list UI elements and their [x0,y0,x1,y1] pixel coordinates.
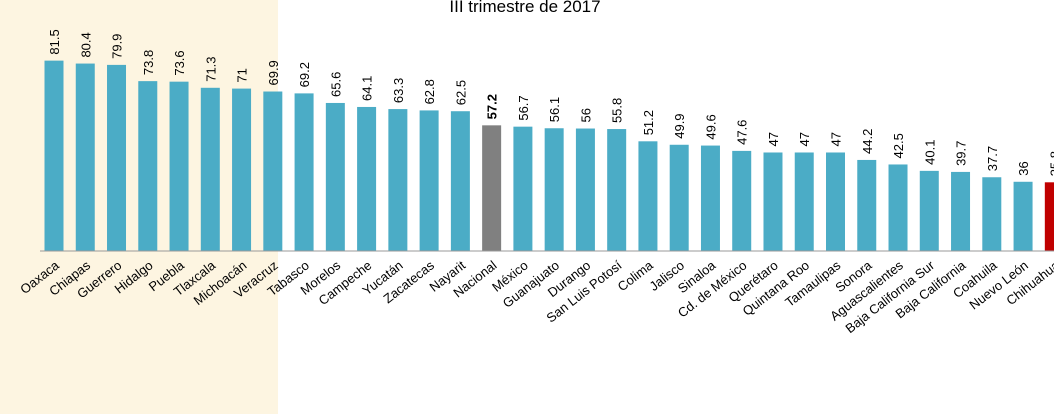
bar [1044,182,1054,251]
value-label: 44.2 [860,129,875,154]
bar [263,91,283,251]
bar [888,164,908,251]
bar [450,111,470,251]
bar [919,170,939,251]
value-label: 37.7 [985,146,1000,171]
value-label: 71 [235,68,250,82]
value-label: 51.2 [641,110,656,135]
bar [232,88,252,252]
value-label: 36 [1016,161,1031,175]
value-label: 47 [797,132,812,146]
value-label: 80.4 [78,32,93,57]
bar [75,63,95,252]
bar [44,60,64,251]
value-label: 56 [578,108,593,122]
value-label: 65.6 [328,72,343,97]
value-label: 69.9 [266,60,281,85]
bar [357,106,377,252]
bar [1013,181,1033,251]
value-label: 47 [829,132,844,146]
value-label: 73.8 [141,50,156,75]
bar [669,144,689,251]
bar [388,109,408,252]
value-label: 56.7 [516,95,531,120]
bar [857,159,877,251]
bar [200,87,220,251]
value-label: 57.2 [485,94,500,119]
value-label: 49.6 [703,114,718,139]
bar [732,150,752,251]
bar [513,126,533,251]
bar [419,110,439,251]
value-label: 81.5 [47,29,62,54]
value-label: 64.1 [360,76,375,101]
bar [638,141,658,251]
value-label: 63.3 [391,78,406,103]
bar [482,125,502,251]
x-tick-label: Colima [615,257,657,294]
bar [325,102,345,251]
bar [607,129,627,251]
value-label: 47 [766,132,781,146]
value-label: 55.8 [610,98,625,123]
bar [826,152,845,251]
value-label: 47.6 [735,120,750,145]
value-label: 62.8 [422,79,437,104]
bar [107,64,127,251]
bar [763,152,783,251]
value-label: 71.3 [203,56,218,81]
bar [575,128,595,251]
bar [794,152,814,251]
value-label: 42.5 [891,133,906,158]
value-label: 39.7 [954,141,969,166]
chart-title: III trimestre de 2017 [449,0,600,16]
bar [700,145,720,251]
value-label: 62.5 [453,80,468,105]
value-label: 79.9 [110,34,125,59]
bar [982,177,1002,251]
value-label: 40.1 [922,140,937,165]
value-label: 56.1 [547,97,562,122]
value-label: 69.2 [297,62,312,87]
bar [138,81,158,251]
bar [294,93,314,251]
value-label: 35.8 [1047,151,1054,176]
value-label: 49.9 [672,113,687,138]
value-label: 73.6 [172,50,187,75]
bar [169,81,189,251]
bar [951,171,971,251]
bar [544,128,564,251]
